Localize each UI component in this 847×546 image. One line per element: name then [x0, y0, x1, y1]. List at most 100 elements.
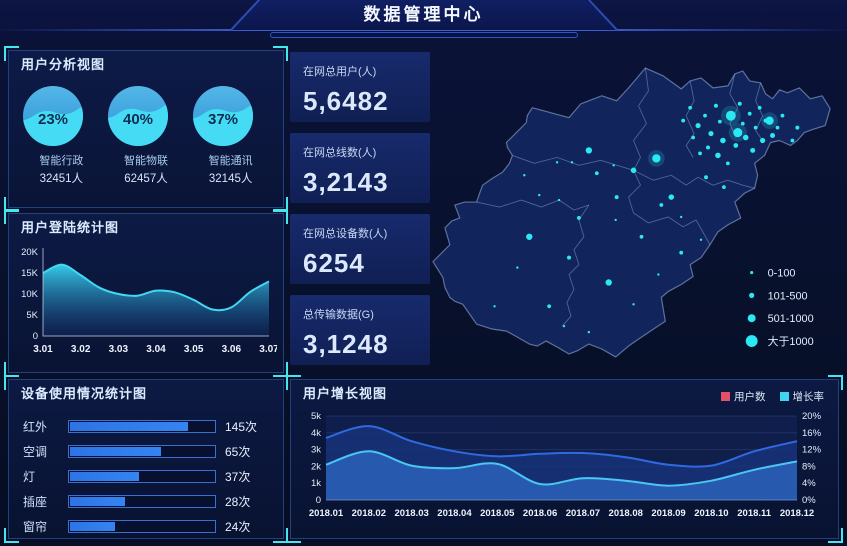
svg-text:12%: 12%: [802, 445, 822, 456]
map-bubble: [555, 161, 559, 164]
svg-text:3.02: 3.02: [71, 344, 91, 355]
legend-item[interactable]: 增长率: [779, 389, 825, 404]
liquid-gauge: 37% 智能通讯 32145人: [190, 83, 272, 186]
bar-label: 插座: [23, 495, 48, 509]
map-bubble: [747, 111, 752, 116]
svg-text:2018.01: 2018.01: [309, 508, 344, 519]
header-bar: 数据管理中心: [0, 0, 847, 40]
svg-text:10K: 10K: [21, 289, 39, 300]
map-bubble: [567, 255, 571, 260]
stat-value: 3,1248: [303, 329, 389, 359]
corner-bracket-icon: [828, 375, 843, 390]
map-legend-label: 101-500: [768, 290, 808, 302]
svg-text:2018.03: 2018.03: [394, 508, 428, 519]
svg-text:3.06: 3.06: [222, 344, 242, 355]
bar-fill: [70, 447, 161, 456]
svg-text:2018.12: 2018.12: [780, 508, 814, 519]
panel-title: 用户分析视图: [21, 57, 106, 72]
device-usage-row: 插座 28次: [23, 489, 269, 514]
map-bubble: [557, 198, 561, 202]
map-bubble: [612, 164, 615, 167]
map-bubble: [765, 116, 774, 125]
map-bubble: [753, 125, 758, 130]
map-bubble: [742, 134, 749, 141]
map-legend-dot-icon: [749, 292, 755, 298]
liquid-gauge-chart: 40%: [107, 86, 168, 146]
legend-swatch-icon: [779, 392, 789, 401]
svg-text:3.03: 3.03: [109, 344, 129, 355]
stat-label: 在网总用户(人): [303, 66, 377, 78]
map-bubble: [706, 145, 710, 150]
map-legend-dot-icon: [750, 270, 754, 275]
map-bubble: [733, 127, 743, 138]
corner-bracket-icon: [4, 528, 19, 543]
header-title-plate: [230, 0, 617, 30]
map-bubble: [614, 218, 617, 222]
map-bubble: [795, 125, 800, 130]
svg-text:2018.07: 2018.07: [566, 508, 600, 519]
map-bubble: [760, 137, 766, 144]
legend-label: 增长率: [792, 391, 825, 403]
map-bubble: [639, 234, 644, 239]
svg-text:2018.10: 2018.10: [694, 508, 728, 519]
svg-text:2k: 2k: [311, 461, 321, 472]
stat-value: 6254: [303, 248, 365, 278]
growth-area-chart: 0 1k 2k 3k 4k 5k 0% 4% 8% 12% 16% 20% 2018.01 2018.02…: [309, 411, 822, 519]
map-bubble: [725, 110, 736, 121]
stat-value: 5,6482: [303, 86, 389, 116]
svg-text:1k: 1k: [311, 478, 321, 489]
gauge-percent: 40%: [123, 111, 153, 128]
map-bubble: [570, 161, 574, 164]
legend-swatch-icon: [721, 392, 730, 401]
stat-label: 总传输数据(G): [303, 309, 374, 321]
svg-text:2018.05: 2018.05: [480, 508, 515, 519]
gauge-label: 智能物联: [123, 155, 168, 167]
stat-card: 在网总用户(人) 5,6482: [290, 52, 430, 122]
bar-value: 145次: [225, 420, 258, 434]
liquid-gauge: 40% 智能物联 62457人: [105, 83, 187, 186]
map-bubble: [725, 161, 730, 166]
liquid-gauge: 23% 智能行政 32451人: [20, 83, 102, 186]
svg-text:4k: 4k: [311, 428, 321, 439]
map-bubble: [718, 119, 722, 124]
legend-label: 用户数: [734, 391, 766, 403]
device-usage-bar-chart: 红外 145次 空调 65次灯 37次 插座 28次 窗帘 24次: [9, 406, 283, 539]
map-bubble: [699, 238, 703, 241]
login-area-chart: 0 5K 10K 15K 20K 3.01 3.02 3.03 3.04 3.05 3.06 3.07: [21, 247, 277, 355]
svg-text:20%: 20%: [802, 411, 822, 422]
map-bubble: [577, 216, 581, 220]
bar-value: 24次: [225, 520, 251, 534]
panel-device-usage: 设备使用情况统计图 红外 145次 空调 65次灯 37次 插座 28次 窗帘 24次: [4, 375, 288, 543]
map-legend-label: 大于1000: [768, 334, 814, 348]
corner-bracket-icon: [286, 375, 301, 390]
bar-fill: [70, 422, 189, 431]
liquid-gauge-chart: 23%: [23, 86, 84, 146]
stat-card: 在网总线数(人) 3,2143: [290, 133, 430, 203]
legend-item[interactable]: 用户数: [721, 389, 766, 404]
map-bubble: [720, 137, 726, 144]
panel-title: 设备使用情况统计图: [21, 386, 148, 401]
map-bubble: [668, 194, 675, 200]
device-usage-row: 窗帘 24次: [23, 514, 269, 539]
map-bubble: [547, 304, 552, 309]
map-bubble: [695, 123, 701, 129]
gauge-count: 62457人: [124, 173, 168, 185]
map-bubble: [780, 113, 785, 118]
corner-bracket-icon: [273, 46, 288, 61]
panel-login-stats: 用户登陆统计图 0 5K 10K 15K 20K 3.01 3.02 3.03 3.04 3.05…: [4, 209, 288, 377]
stat-card: 在网总设备数(人) 6254: [290, 214, 430, 284]
map-bubble: [632, 303, 635, 306]
map-bubble: [770, 133, 776, 139]
map-bubble: [750, 147, 756, 153]
stat-card: 总传输数据(G) 3,1248: [290, 295, 430, 365]
svg-text:2018.02: 2018.02: [352, 508, 386, 519]
map-bubble: [775, 125, 780, 130]
corner-bracket-icon: [273, 209, 288, 224]
bar-value: 65次: [225, 445, 251, 459]
panel-title: 用户登陆统计图: [21, 220, 120, 235]
panel-user-analysis: 用户分析视图 23% 智能行政 32451人 40% 智能物联 62457人 37% 智能通讯…: [4, 46, 288, 212]
svg-text:4%: 4%: [802, 478, 816, 489]
page-title: 数据管理中心: [363, 5, 484, 24]
map-bubble: [698, 151, 702, 156]
